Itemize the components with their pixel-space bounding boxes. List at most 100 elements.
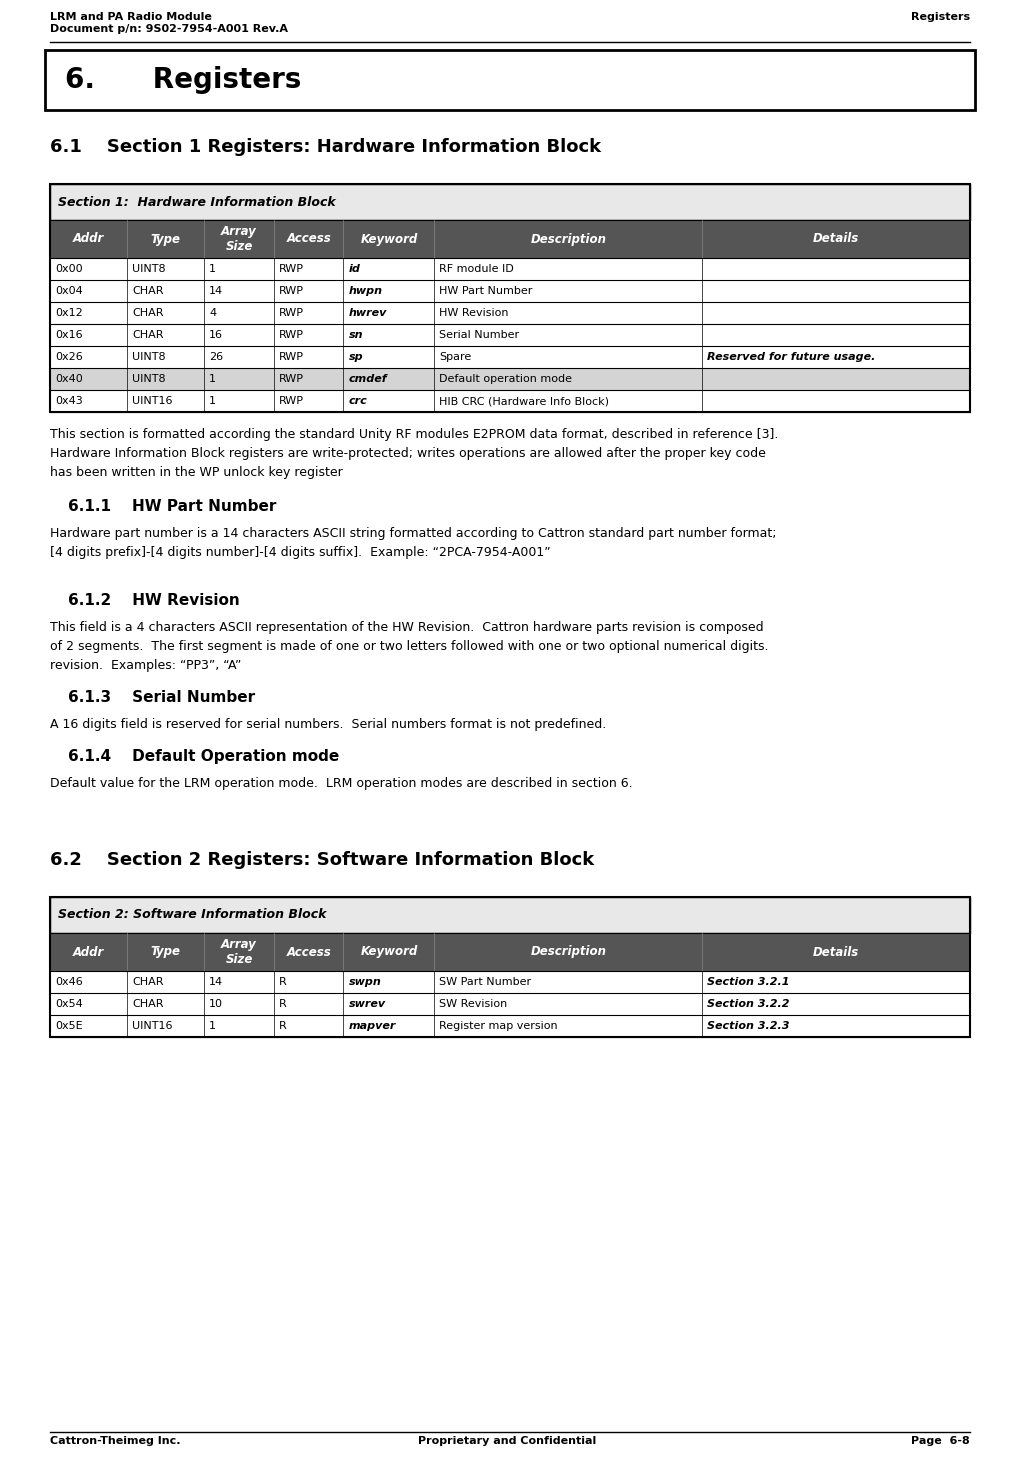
Text: Addr: Addr (73, 946, 104, 959)
Text: SW Revision: SW Revision (439, 999, 508, 1009)
Text: 10: 10 (209, 999, 223, 1009)
Text: Section 3.2.2: Section 3.2.2 (707, 999, 790, 1009)
Bar (50, 302, 970, 324)
Text: Section 2: Software Information Block: Section 2: Software Information Block (58, 908, 327, 921)
Text: of 2 segments.  The first segment is made of one or two letters followed with on: of 2 segments. The first segment is made… (50, 639, 769, 653)
Text: 0x00: 0x00 (55, 264, 82, 274)
Text: Description: Description (530, 946, 606, 959)
Text: Access: Access (286, 232, 331, 245)
Text: Access: Access (286, 946, 331, 959)
Bar (50, 1015, 970, 1037)
Bar (50, 390, 970, 412)
Text: 1: 1 (209, 1021, 216, 1031)
Text: RF module ID: RF module ID (439, 264, 514, 274)
Text: Section 3.2.1: Section 3.2.1 (707, 977, 790, 987)
Text: 6.1.1    HW Part Number: 6.1.1 HW Part Number (68, 499, 277, 514)
Text: 0x12: 0x12 (55, 308, 83, 318)
Text: 14: 14 (209, 977, 223, 987)
Text: mapver: mapver (349, 1021, 395, 1031)
Text: CHAR: CHAR (132, 977, 163, 987)
Text: R: R (279, 999, 287, 1009)
Bar (50, 184, 970, 220)
Bar (50, 933, 970, 971)
Text: R: R (279, 1021, 287, 1031)
Text: swpn: swpn (349, 977, 381, 987)
Text: HW Revision: HW Revision (439, 308, 509, 318)
Text: RWP: RWP (279, 264, 304, 274)
Text: R: R (279, 977, 287, 987)
Text: Keyword: Keyword (360, 946, 418, 959)
Text: id: id (349, 264, 360, 274)
Text: Proprietary and Confidential: Proprietary and Confidential (418, 1437, 596, 1445)
Text: Section 3.2.3: Section 3.2.3 (707, 1021, 790, 1031)
Text: sp: sp (349, 352, 363, 362)
Text: UINT16: UINT16 (132, 1021, 172, 1031)
Bar (50, 993, 970, 1015)
Text: HW Part Number: HW Part Number (439, 286, 533, 296)
Text: RWP: RWP (279, 286, 304, 296)
Text: Page  6-8: Page 6-8 (912, 1437, 970, 1445)
Text: hwrev: hwrev (349, 308, 386, 318)
Text: 0x5E: 0x5E (55, 1021, 82, 1031)
Bar (50, 280, 970, 302)
Text: 6.2    Section 2 Registers: Software Information Block: 6.2 Section 2 Registers: Software Inform… (50, 851, 594, 869)
Text: has been written in the WP unlock key register: has been written in the WP unlock key re… (50, 466, 343, 479)
Text: UINT8: UINT8 (132, 352, 165, 362)
Bar (50, 220, 970, 258)
Text: CHAR: CHAR (132, 330, 163, 340)
Text: Type: Type (151, 946, 180, 959)
Text: 0x04: 0x04 (55, 286, 83, 296)
Text: Details: Details (813, 946, 859, 959)
Text: 0x16: 0x16 (55, 330, 82, 340)
Text: 1: 1 (209, 396, 216, 406)
Text: RWP: RWP (279, 352, 304, 362)
Text: Document p/n: 9S02-7954-A001 Rev.A: Document p/n: 9S02-7954-A001 Rev.A (50, 23, 288, 34)
Text: swrev: swrev (349, 999, 385, 1009)
Text: Cattron-Theimeg Inc.: Cattron-Theimeg Inc. (50, 1437, 180, 1445)
Text: Reserved for future usage.: Reserved for future usage. (707, 352, 876, 362)
Text: Serial Number: Serial Number (439, 330, 519, 340)
Text: CHAR: CHAR (132, 308, 163, 318)
Text: 14: 14 (209, 286, 223, 296)
Text: Addr: Addr (73, 232, 104, 245)
Text: This section is formatted according the standard Unity RF modules E2PROM data fo: This section is formatted according the … (50, 428, 779, 441)
Text: 6.      Registers: 6. Registers (65, 66, 301, 93)
Text: 1: 1 (209, 264, 216, 274)
Bar (50, 184, 970, 412)
Text: Register map version: Register map version (439, 1021, 558, 1031)
Text: 6.1.3    Serial Number: 6.1.3 Serial Number (68, 691, 256, 705)
Text: This field is a 4 characters ASCII representation of the HW Revision.  Cattron h: This field is a 4 characters ASCII repre… (50, 620, 764, 634)
Text: Section 1:  Hardware Information Block: Section 1: Hardware Information Block (58, 196, 336, 209)
Text: 6.1.2    HW Revision: 6.1.2 HW Revision (68, 593, 239, 607)
Text: Hardware Information Block registers are write-protected; writes operations are : Hardware Information Block registers are… (50, 447, 766, 460)
Text: Registers: Registers (911, 12, 970, 22)
Bar (50, 896, 970, 933)
Text: Array
Size: Array Size (221, 937, 257, 967)
Text: CHAR: CHAR (132, 286, 163, 296)
Text: 0x26: 0x26 (55, 352, 83, 362)
Text: Details: Details (813, 232, 859, 245)
Text: 0x54: 0x54 (55, 999, 83, 1009)
Text: UINT16: UINT16 (132, 396, 172, 406)
Text: A 16 digits field is reserved for serial numbers.  Serial numbers format is not : A 16 digits field is reserved for serial… (50, 718, 606, 731)
Text: Description: Description (530, 232, 606, 245)
Text: revision.  Examples: “PP3”, “A”: revision. Examples: “PP3”, “A” (50, 658, 241, 672)
Text: sn: sn (349, 330, 363, 340)
Text: SW Part Number: SW Part Number (439, 977, 531, 987)
Bar (50, 324, 970, 346)
Text: Hardware part number is a 14 characters ASCII string formatted according to Catt: Hardware part number is a 14 characters … (50, 527, 777, 540)
Text: 26: 26 (209, 352, 223, 362)
Text: 0x40: 0x40 (55, 374, 83, 384)
Text: 0x43: 0x43 (55, 396, 83, 406)
Text: cmdef: cmdef (349, 374, 387, 384)
Text: 0x46: 0x46 (55, 977, 83, 987)
Text: RWP: RWP (279, 374, 304, 384)
Text: crc: crc (349, 396, 367, 406)
Text: Default value for the LRM operation mode.  LRM operation modes are described in : Default value for the LRM operation mode… (50, 777, 633, 790)
Bar (50, 368, 970, 390)
Text: 4: 4 (209, 308, 216, 318)
Text: RWP: RWP (279, 396, 304, 406)
Text: LRM and PA Radio Module: LRM and PA Radio Module (50, 12, 212, 22)
Text: RWP: RWP (279, 308, 304, 318)
Bar (45, 50, 975, 110)
